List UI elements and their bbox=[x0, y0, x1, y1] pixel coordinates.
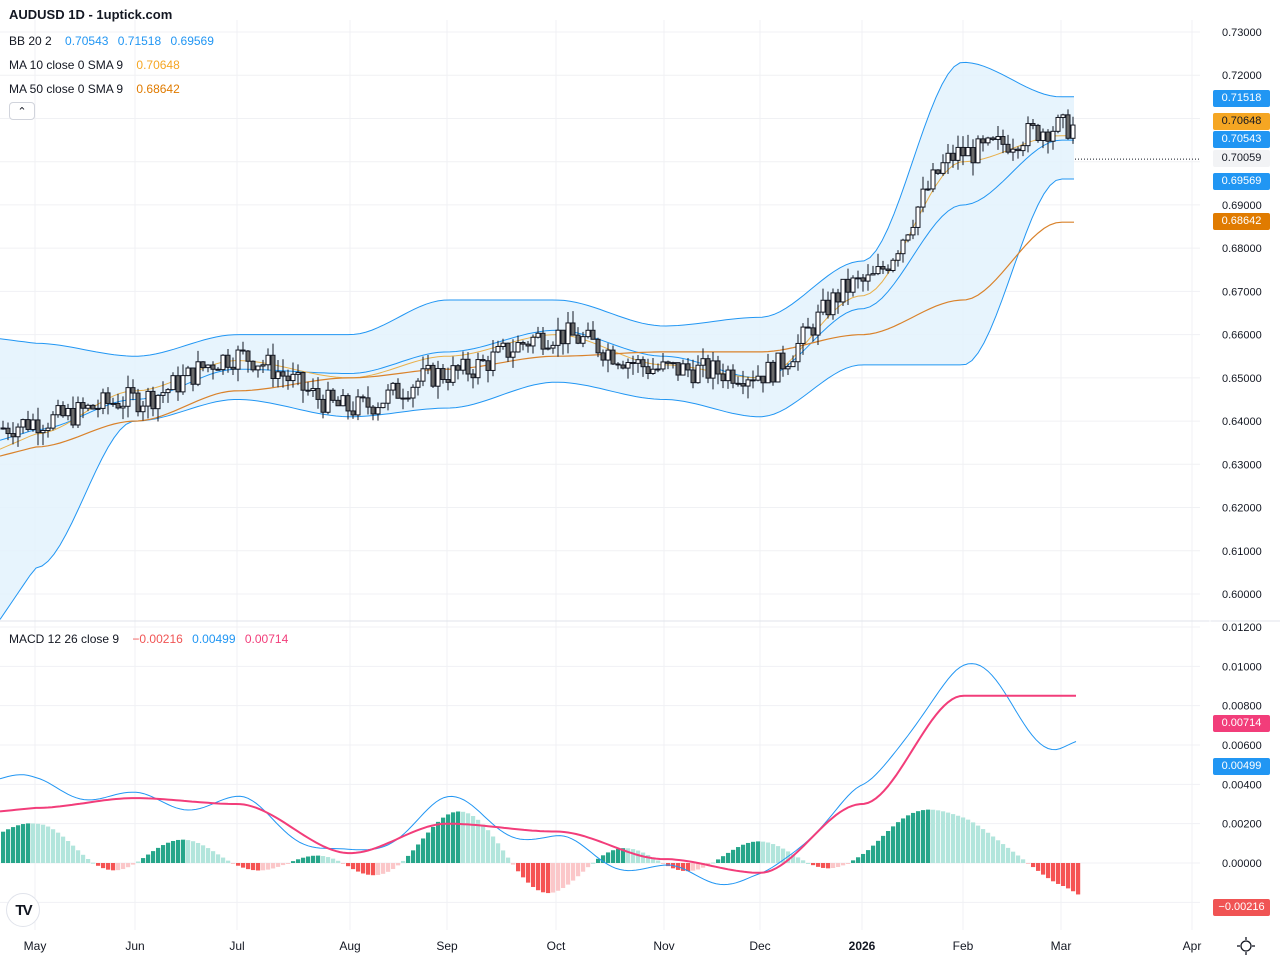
bb-label: BB 20 2 bbox=[9, 34, 52, 48]
macd-tag: 0.00499 bbox=[1213, 758, 1270, 775]
legend-ma50[interactable]: MA 50 close 0 SMA 9 0.68642 bbox=[9, 82, 180, 96]
bb-lower-tag: 0.69569 bbox=[1213, 173, 1270, 190]
histogram-tag: −0.00216 bbox=[1213, 899, 1270, 916]
legend-ma10[interactable]: MA 10 close 0 SMA 9 0.70648 bbox=[9, 58, 180, 72]
price-tick: 0.72000 bbox=[1222, 70, 1262, 82]
bb-upper-value: 0.71518 bbox=[117, 34, 162, 48]
bb-upper-tag: 0.71518 bbox=[1213, 90, 1270, 107]
macd-histogram bbox=[1, 809, 1081, 895]
time-label: Apr bbox=[1183, 939, 1202, 953]
bb-upper-line bbox=[0, 61, 1074, 357]
bollinger-band-fill bbox=[0, 62, 1074, 620]
time-label: May bbox=[24, 939, 47, 953]
time-label: Jun bbox=[125, 939, 144, 953]
macd-tick: 0.00600 bbox=[1222, 740, 1262, 752]
time-label: Oct bbox=[547, 939, 566, 953]
macd-signal-value: 0.00714 bbox=[244, 632, 289, 646]
macd-tick: 0.00800 bbox=[1222, 701, 1262, 713]
candles bbox=[0, 109, 1076, 447]
legend-macd[interactable]: MACD 12 26 close 9 −0.00216 0.00499 0.00… bbox=[9, 632, 288, 646]
macd-label: MACD 12 26 close 9 bbox=[9, 632, 120, 646]
price-tick: 0.66000 bbox=[1222, 330, 1262, 342]
time-label: Aug bbox=[339, 939, 360, 953]
macd-line bbox=[0, 663, 1077, 886]
macd-tick: 0.00400 bbox=[1222, 779, 1262, 791]
macd-tick: 0.00200 bbox=[1222, 819, 1262, 831]
ma50-value: 0.68642 bbox=[136, 82, 180, 96]
tradingview-logo-icon[interactable]: TV bbox=[6, 893, 40, 927]
price-tick: 0.69000 bbox=[1222, 200, 1262, 212]
macd-histogram-value: −0.00216 bbox=[132, 632, 183, 646]
macd-tick: 0.00000 bbox=[1222, 858, 1262, 870]
price-tick: 0.73000 bbox=[1222, 27, 1262, 39]
price-tick: 0.60000 bbox=[1222, 589, 1262, 601]
time-label: Sep bbox=[436, 939, 458, 953]
ma50-tag: 0.68642 bbox=[1213, 213, 1270, 230]
price-tick: 0.67000 bbox=[1222, 286, 1262, 298]
settings-sun-icon[interactable] bbox=[1236, 936, 1256, 956]
time-label: Feb bbox=[953, 939, 974, 953]
price-tick: 0.62000 bbox=[1222, 503, 1262, 515]
ma10-tag: 0.70648 bbox=[1213, 113, 1270, 130]
ma50-label: MA 50 close 0 SMA 9 bbox=[9, 82, 124, 96]
price-tick: 0.63000 bbox=[1222, 459, 1262, 471]
collapse-legend-button[interactable]: ⌃ bbox=[9, 102, 35, 120]
price-tick: 0.64000 bbox=[1222, 416, 1262, 428]
price-tick: 0.68000 bbox=[1222, 243, 1262, 255]
price-tick: 0.65000 bbox=[1222, 373, 1262, 385]
chart-title: AUDUSD 1D - 1uptick.com bbox=[9, 7, 173, 22]
bb-lower-value: 0.69569 bbox=[170, 34, 214, 48]
time-label: Nov bbox=[653, 939, 674, 953]
signal-line bbox=[0, 694, 1076, 874]
bb-lower-line bbox=[0, 178, 1074, 620]
time-label: 2026 bbox=[849, 939, 876, 953]
last-price-tag: 0.70059 bbox=[1213, 150, 1270, 167]
bb-basis-tag: 0.70543 bbox=[1213, 131, 1270, 148]
ma50-line bbox=[0, 221, 1074, 457]
chevron-up-icon: ⌃ bbox=[17, 105, 27, 118]
macd-tick: 0.01000 bbox=[1222, 661, 1262, 673]
macd-tick: 0.01200 bbox=[1222, 622, 1262, 634]
ma10-label: MA 10 close 0 SMA 9 bbox=[9, 58, 124, 72]
price-tick: 0.61000 bbox=[1222, 546, 1262, 558]
ma10-value: 0.70648 bbox=[136, 58, 180, 72]
macd-line-value: 0.00499 bbox=[192, 632, 236, 646]
legend-bb[interactable]: BB 20 2 0.70543 0.71518 0.69569 bbox=[9, 34, 214, 48]
signal-tag: 0.00714 bbox=[1213, 715, 1270, 732]
time-label: Mar bbox=[1051, 939, 1072, 953]
bb-basis-value: 0.70543 bbox=[65, 34, 109, 48]
time-label: Dec bbox=[749, 939, 770, 953]
time-label: Jul bbox=[229, 939, 244, 953]
